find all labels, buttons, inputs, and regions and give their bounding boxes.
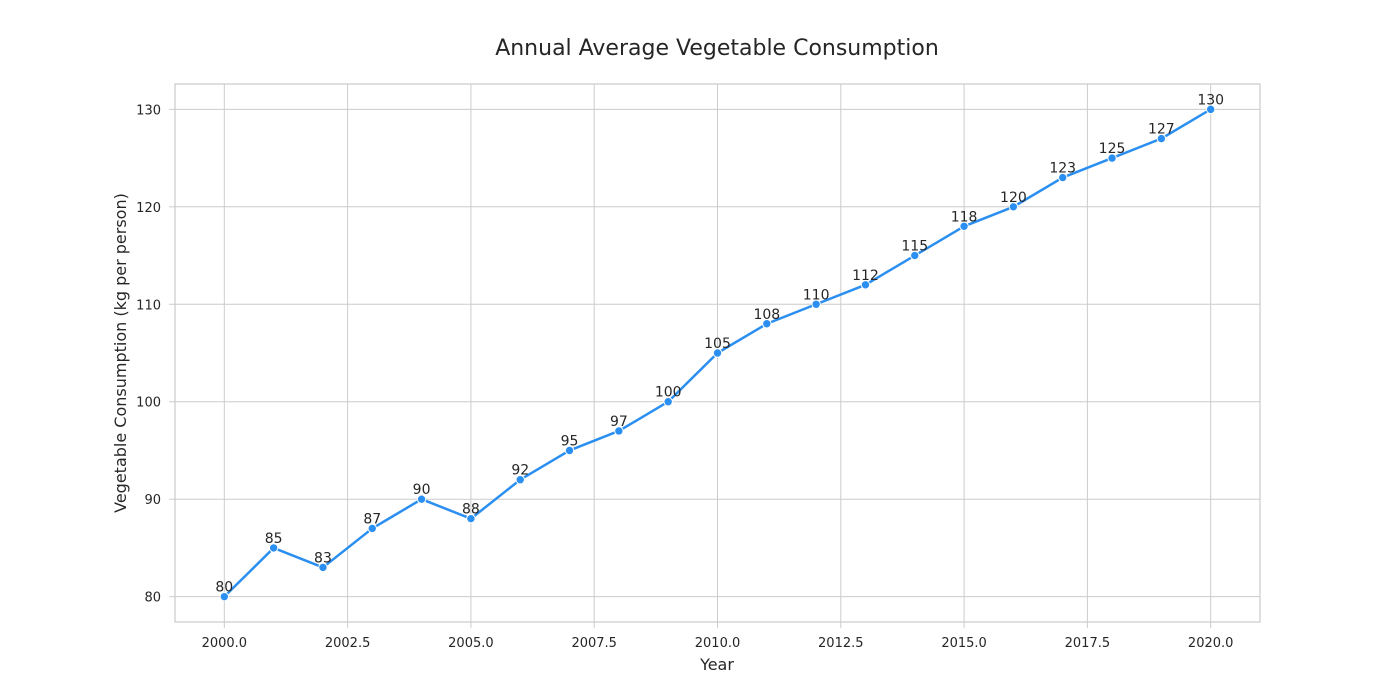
data-point [367, 523, 377, 534]
x-axis-label: Year [699, 655, 734, 674]
axis-ticks: 2000.0 2002.5 2005.0 2007.5 2010.0 2012.5 2015… [136, 103, 1233, 651]
data-point [1058, 172, 1068, 183]
x-tick-label: 2002.5 [325, 636, 371, 651]
data-point [1008, 202, 1019, 212]
data-points [219, 104, 1216, 602]
data-label: 108 [753, 307, 780, 323]
data-point [860, 280, 871, 290]
data-label: 118 [951, 209, 978, 225]
y-axis-label: Vegetable Consumption (kg per person) [111, 193, 130, 513]
data-point [466, 513, 476, 524]
data-label: 105 [704, 336, 731, 352]
data-point [564, 445, 575, 456]
data-label: 95 [561, 433, 579, 449]
data-label: 87 [363, 511, 381, 527]
y-tick-label: 110 [136, 298, 161, 313]
data-point [268, 543, 279, 553]
data-label: 123 [1049, 161, 1076, 177]
data-point [959, 221, 969, 231]
data-label: 97 [610, 414, 628, 430]
y-tick-label: 120 [136, 201, 161, 216]
data-point [1107, 153, 1117, 163]
data-label: 130 [1197, 92, 1224, 108]
data-label: 92 [511, 463, 529, 479]
x-tick-label: 2005.0 [448, 636, 494, 651]
grid-lines [175, 84, 1260, 622]
data-point [318, 562, 328, 573]
data-point [1205, 104, 1216, 115]
data-label: 115 [901, 239, 928, 255]
data-label: 127 [1148, 122, 1175, 138]
data-point [663, 397, 673, 407]
x-tick-label: 2010.0 [695, 636, 741, 651]
data-label: 88 [462, 502, 480, 518]
x-tick-label: 2007.5 [571, 636, 617, 651]
data-labels: 80 85 83 87 90 88 92 95 97 100 105 108 110 112 115 118 1… [215, 92, 1224, 595]
y-tick-label: 80 [144, 591, 161, 606]
data-point [219, 591, 230, 602]
data-point [1156, 133, 1167, 144]
data-point [515, 475, 525, 485]
data-label: 120 [1000, 190, 1027, 206]
data-label: 90 [413, 482, 431, 498]
data-point [811, 299, 821, 309]
data-point [762, 319, 772, 329]
x-tick-label: 2017.5 [1065, 636, 1111, 651]
x-tick-label: 2015.0 [941, 636, 987, 651]
x-tick-label: 2012.5 [818, 636, 864, 651]
data-label: 112 [852, 268, 879, 284]
y-tick-label: 100 [136, 396, 161, 411]
data-point [910, 250, 920, 261]
data-label: 83 [314, 550, 332, 566]
data-label: 100 [655, 385, 682, 401]
x-tick-label: 2020.0 [1188, 636, 1234, 651]
data-label: 85 [265, 531, 283, 547]
data-label: 80 [215, 580, 233, 596]
data-label: 125 [1099, 141, 1126, 157]
x-tick-label: 2000.0 [202, 636, 248, 651]
data-label: 110 [803, 287, 830, 303]
data-point [416, 494, 427, 504]
data-point [614, 426, 624, 436]
y-tick-label: 90 [144, 493, 161, 508]
chart-title: Annual Average Vegetable Consumption [495, 36, 939, 61]
y-tick-label: 130 [136, 103, 161, 118]
data-point [712, 348, 723, 358]
